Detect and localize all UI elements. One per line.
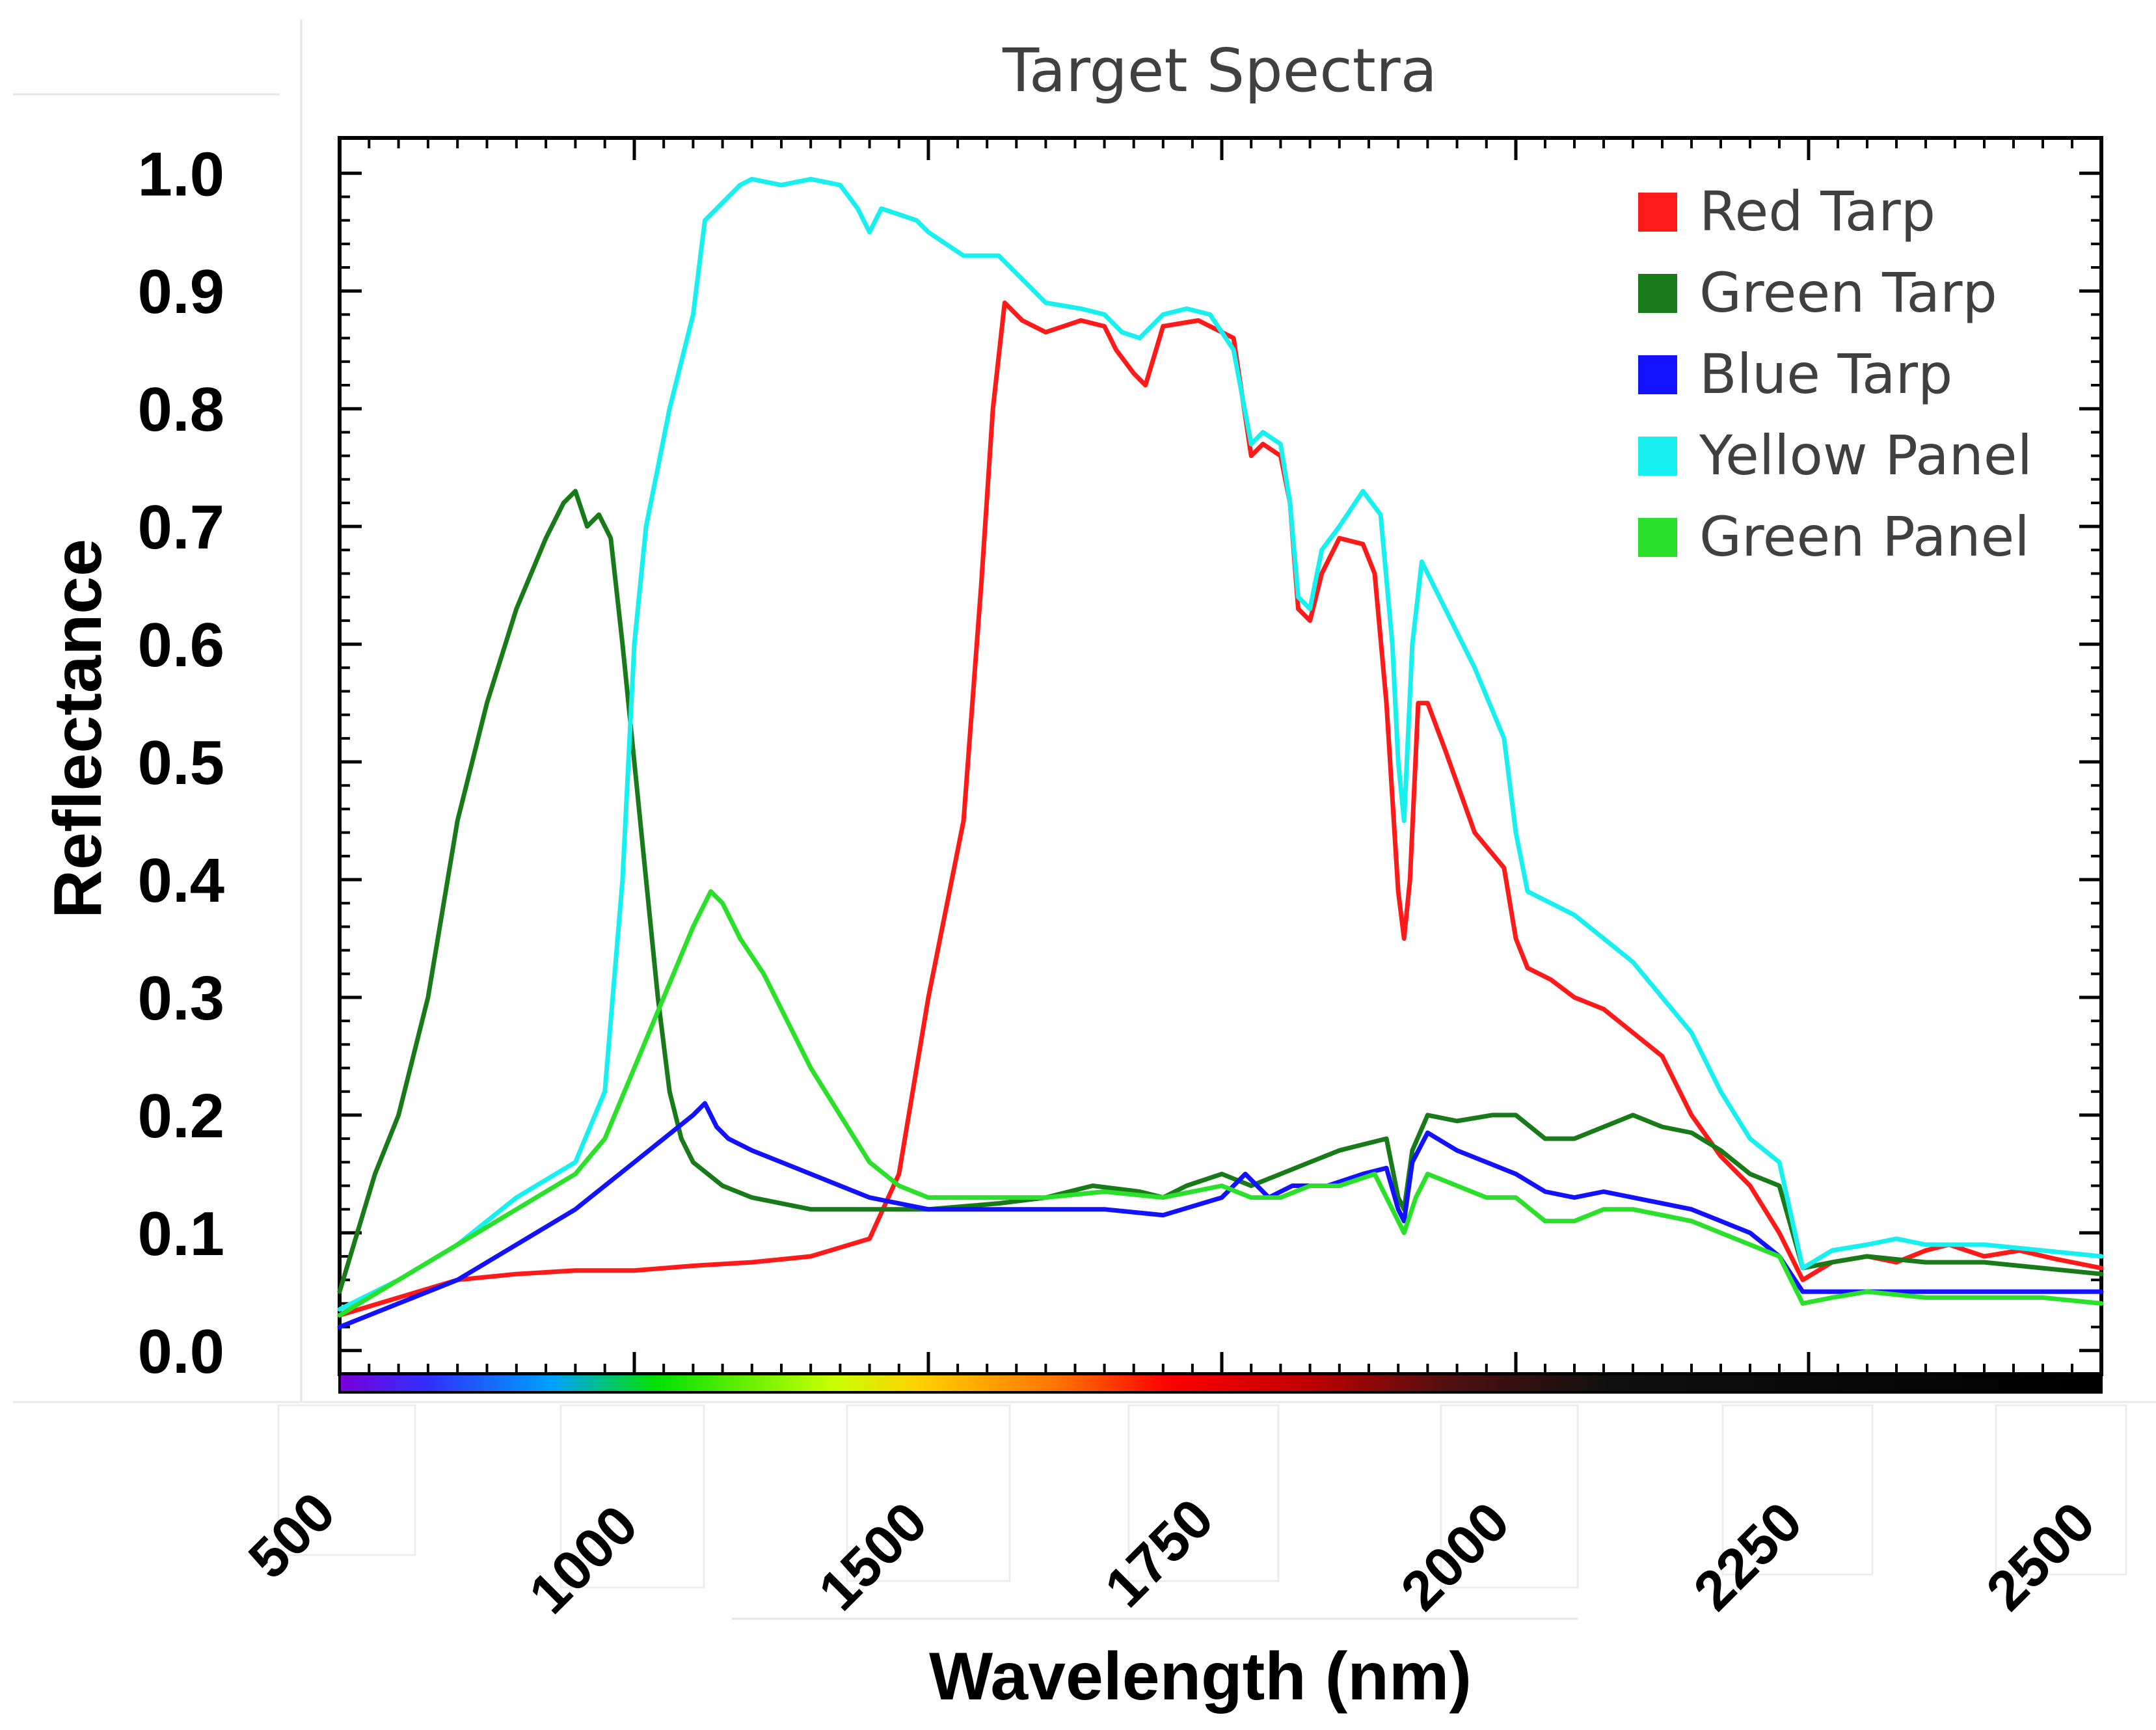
legend-swatch — [1638, 437, 1677, 476]
wavelength-color-bar — [338, 1373, 2103, 1394]
legend-swatch — [1638, 518, 1677, 557]
x-tick-label-panel — [846, 1404, 1011, 1582]
legend-label: Green Tarp — [1699, 261, 1997, 325]
x-tick-label-panel — [277, 1404, 416, 1556]
y-tick-label: 0.9 — [138, 257, 224, 327]
y-tick-label: 0.7 — [138, 493, 224, 562]
y-axis-tick-labels: 0.0 0.1 0.2 0.3 0.4 0.5 0.6 0.7 0.8 0.9 1.0 — [138, 139, 224, 1386]
series-line-yellow-panel — [337, 176, 2104, 1312]
y-tick-label: 0.3 — [138, 964, 224, 1033]
series-line-red-tarp — [337, 300, 2104, 1318]
legend-label: Red Tarp — [1699, 180, 1935, 243]
legend-swatch — [1638, 355, 1677, 394]
y-tick-label: 0.6 — [138, 610, 224, 680]
x-tick-label-panel — [1440, 1404, 1579, 1589]
series-line-green-panel — [337, 889, 2104, 1318]
y-tick-label: 1.0 — [138, 139, 224, 209]
legend-label: Green Panel — [1699, 505, 2030, 569]
legend-swatch — [1638, 193, 1677, 232]
series-line-green-tarp — [337, 489, 2104, 1294]
x-tick-label-panel — [1995, 1404, 2127, 1576]
x-tick-label-panel — [1721, 1404, 1874, 1576]
legend-label: Yellow Panel — [1699, 424, 2032, 487]
series-line-blue-tarp — [337, 1101, 2104, 1330]
legend-label: Blue Tarp — [1699, 342, 1952, 406]
y-tick-label: 0.8 — [138, 375, 224, 444]
y-tick-label: 0.0 — [138, 1317, 224, 1386]
series-lines — [337, 176, 2104, 1330]
legend-swatch — [1638, 274, 1677, 313]
y-tick-label: 0.2 — [138, 1081, 224, 1151]
x-axis-ticks — [338, 138, 2103, 1374]
x-tick-label-panels — [277, 1404, 2127, 1589]
x-axis-label: Wavelength (nm) — [929, 1639, 1472, 1714]
legend: Red Tarp Green Tarp Blue Tarp Yellow Panel G… — [1638, 180, 2032, 569]
y-tick-label: 0.5 — [138, 728, 224, 798]
y-tick-label: 0.4 — [138, 846, 224, 915]
chart-title: Target Spectra — [1002, 36, 1437, 105]
y-axis-label: Reflectance — [40, 539, 116, 919]
x-tick-label-panel — [559, 1404, 705, 1589]
y-tick-label: 0.1 — [138, 1199, 224, 1269]
x-tick-label-panel — [1127, 1404, 1280, 1582]
